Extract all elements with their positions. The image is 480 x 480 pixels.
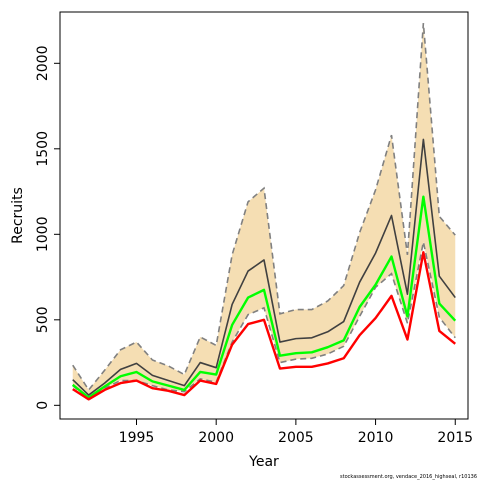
x-tick-label: 2010 [358,430,394,446]
x-axis-label: Year [248,454,279,470]
y-axis: 0 500 1000 1500 2000 [35,45,60,410]
x-axis: 1995 2000 2005 2010 2015 [119,419,473,446]
series-line-dark [72,138,456,396]
x-tick-label: 2000 [198,430,234,446]
y-tick-label: 500 [35,306,51,333]
x-tick-label: 2005 [278,430,314,446]
x-tick-label: 1995 [119,430,155,446]
y-tick-label: 1000 [35,216,51,252]
series-lines [71,138,457,401]
x-tick-label: 2015 [437,430,473,446]
y-tick-label: 2000 [35,45,51,81]
band-fill [72,23,456,400]
credit-text: stockassessment.org, vendace_2016_highse… [340,474,477,480]
y-tick-label: 0 [35,401,51,410]
plot-frame [59,11,469,420]
confidence-band [72,23,456,401]
series-line-green [71,195,457,399]
y-axis-label: Recruits [10,187,26,244]
series-line-red [72,251,457,401]
y-tick-label: 1500 [35,131,51,167]
band-upper-line [72,23,456,392]
